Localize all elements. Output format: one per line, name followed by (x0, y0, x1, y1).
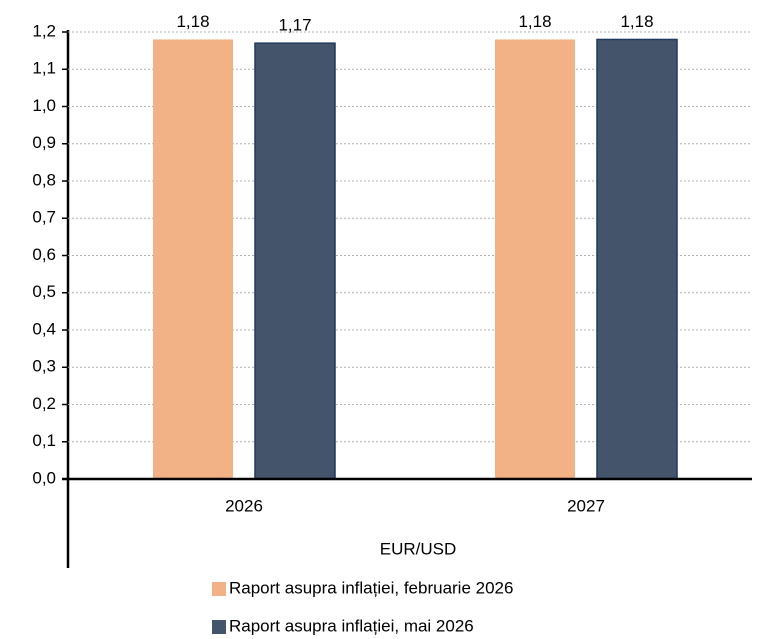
bar (495, 39, 575, 479)
y-tick-label: 1,1 (32, 59, 56, 78)
y-tick-label: 0,1 (32, 431, 56, 450)
x-axis-title: EUR/USD (380, 539, 457, 558)
y-tick-label: 0,4 (32, 319, 56, 338)
legend-swatch (212, 582, 226, 596)
y-tick-label: 0,0 (32, 468, 56, 487)
bar (153, 39, 233, 479)
y-tick-label: 1,0 (32, 96, 56, 115)
value-label: 1,17 (278, 16, 311, 35)
legend-label: Raport asupra inflației, mai 2026 (229, 616, 474, 635)
x-tick-label: 2026 (225, 496, 263, 515)
value-label: 1,18 (620, 12, 653, 31)
y-tick-label: 0,5 (32, 282, 56, 301)
y-tick-label: 0,8 (32, 170, 56, 189)
y-tick-label: 1,2 (32, 21, 56, 40)
y-tick-label: 0,2 (32, 394, 56, 413)
y-tick-label: 0,7 (32, 208, 56, 227)
y-tick-label: 0,6 (32, 245, 56, 264)
y-tick-label: 0,3 (32, 357, 56, 376)
value-label: 1,18 (176, 12, 209, 31)
legend-label: Raport asupra inflației, februarie 2026 (229, 578, 513, 597)
x-tick-label: 2027 (567, 496, 605, 515)
legend-swatch (212, 620, 226, 634)
value-label: 1,18 (518, 12, 551, 31)
bar (596, 38, 678, 480)
y-tick-label: 0,9 (32, 133, 56, 152)
bar (254, 42, 336, 480)
